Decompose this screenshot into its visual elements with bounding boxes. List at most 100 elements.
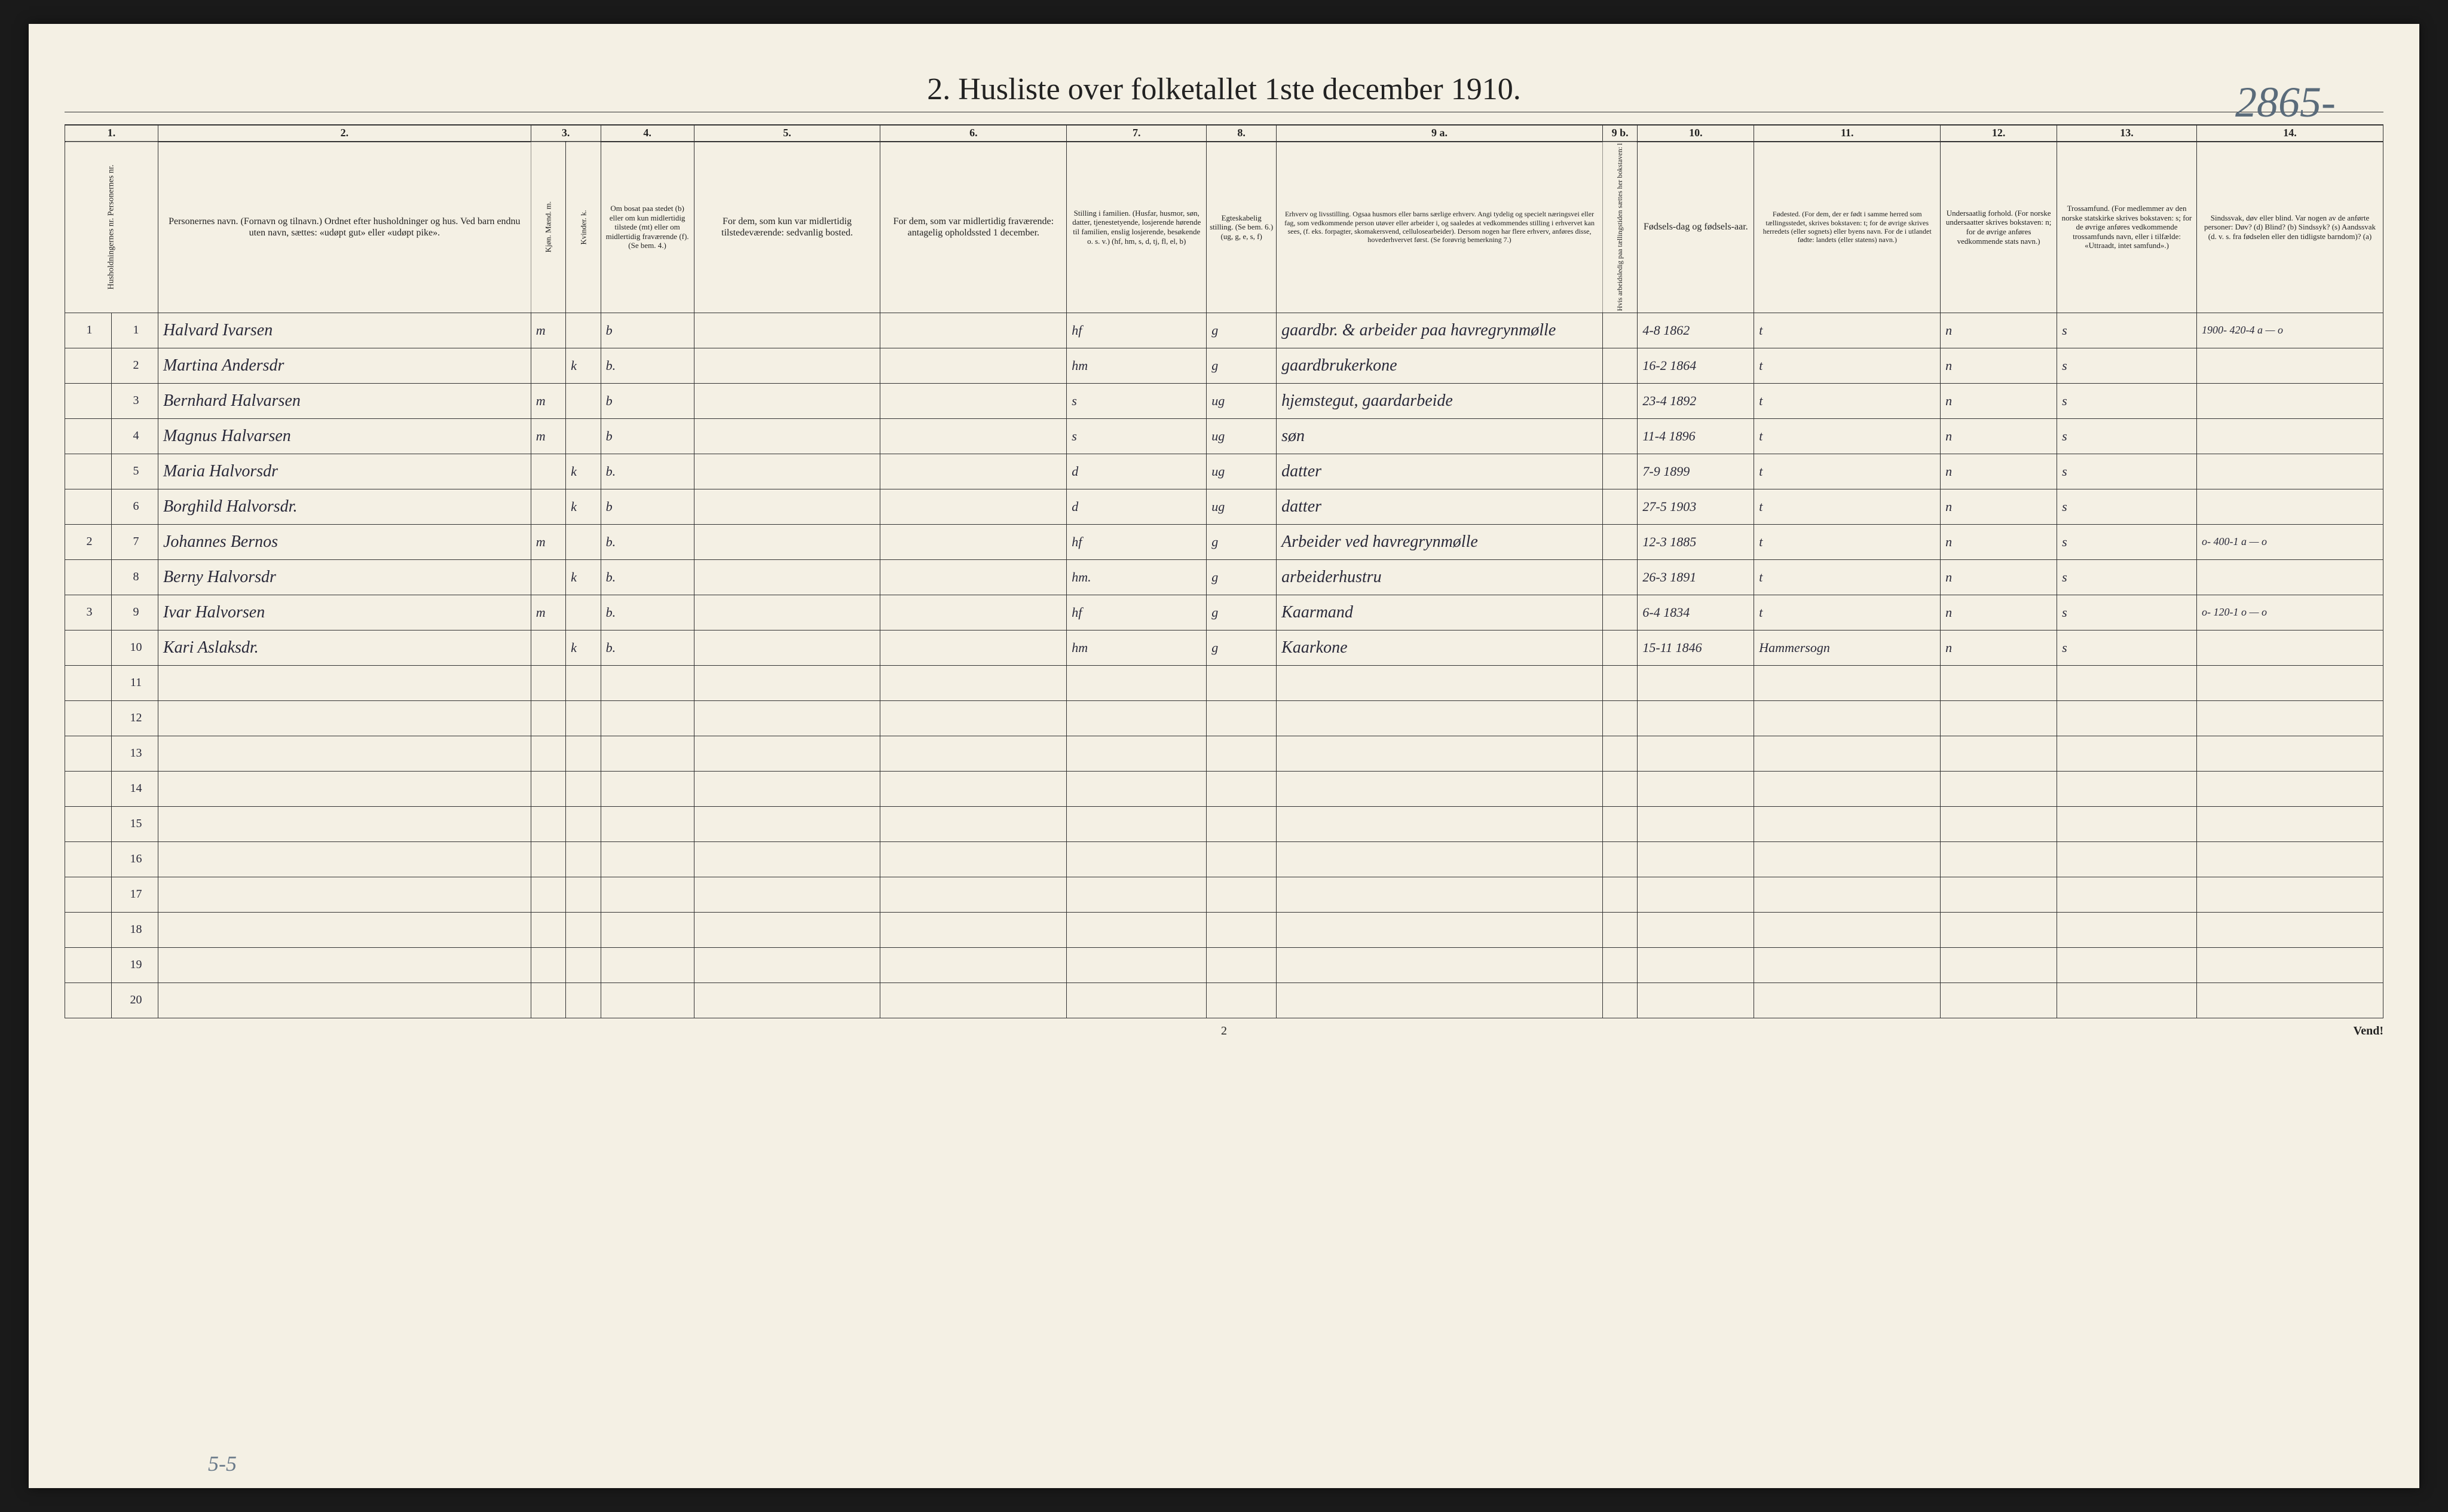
cell: gaardbrukerkone — [1277, 348, 1603, 383]
cell — [531, 806, 565, 841]
cell — [1602, 489, 1637, 524]
cell: 10 — [111, 630, 158, 665]
cell — [158, 947, 531, 983]
cell: Kaarmand — [1277, 595, 1603, 630]
cell: s — [2057, 383, 2197, 418]
cell: k — [566, 489, 601, 524]
colnum-2: 2. — [158, 125, 531, 142]
cell: ug — [1207, 489, 1277, 524]
cell: s — [2057, 595, 2197, 630]
cell-margin-note: o- 400-1 a — o — [2196, 524, 2383, 559]
cell — [65, 983, 112, 1018]
cell — [65, 489, 112, 524]
cell: t — [1754, 313, 1941, 348]
cell — [531, 559, 565, 595]
cell — [65, 630, 112, 665]
cell: b. — [601, 630, 694, 665]
table-row-empty: 16 — [65, 841, 2383, 877]
hdr-4: Om bosat paa stedet (b) eller om kun mid… — [601, 142, 694, 313]
bottom-pencil-note: 5-5 — [208, 1451, 237, 1476]
cell — [1277, 806, 1603, 841]
cell — [1277, 877, 1603, 912]
cell — [1638, 877, 1754, 912]
colnum-3: 3. — [531, 125, 601, 142]
cell: m — [531, 524, 565, 559]
cell: t — [1754, 454, 1941, 489]
cell: b. — [601, 595, 694, 630]
cell — [880, 771, 1067, 806]
cell: k — [566, 630, 601, 665]
cell: b. — [601, 454, 694, 489]
cell — [566, 665, 601, 700]
cell — [2057, 771, 2197, 806]
cell — [1277, 912, 1603, 947]
cell: 5 — [111, 454, 158, 489]
cell — [1602, 806, 1637, 841]
cell — [1602, 700, 1637, 736]
cell — [158, 771, 531, 806]
cell: b — [601, 489, 694, 524]
cell: hm. — [1067, 559, 1207, 595]
cell: s — [2057, 348, 2197, 383]
cell: b. — [601, 348, 694, 383]
cell: n — [1941, 489, 2057, 524]
hdr-8: Egteskabelig stilling. (Se bem. 6.) (ug,… — [1207, 142, 1277, 313]
cell: d — [1067, 489, 1207, 524]
cell — [531, 348, 565, 383]
cell: t — [1754, 383, 1941, 418]
table-row: 39Ivar Halvorsenmb.hfgKaarmand6-4 1834tn… — [65, 595, 2383, 630]
cell: 4-8 1862 — [1638, 313, 1754, 348]
cell: m — [531, 418, 565, 454]
cell — [880, 912, 1067, 947]
cell — [2057, 877, 2197, 912]
cell: Kari Aslaksdr. — [158, 630, 531, 665]
cell — [531, 771, 565, 806]
table-row-empty: 20 — [65, 983, 2383, 1018]
cell — [2196, 912, 2383, 947]
cell — [694, 665, 880, 700]
cell — [566, 983, 601, 1018]
cell: b — [601, 313, 694, 348]
cell — [694, 418, 880, 454]
cell: Halvard Ivarsen — [158, 313, 531, 348]
cell — [1638, 841, 1754, 877]
cell — [1602, 454, 1637, 489]
cell — [1941, 700, 2057, 736]
cell: g — [1207, 630, 1277, 665]
cell — [1638, 736, 1754, 771]
cell — [601, 841, 694, 877]
cell: b. — [601, 524, 694, 559]
table-row: 4Magnus Halvarsenmbsugsøn11-4 1896tns — [65, 418, 2383, 454]
cell — [1277, 947, 1603, 983]
cell — [2196, 771, 2383, 806]
cell: 2 — [65, 524, 112, 559]
cell — [1207, 877, 1277, 912]
cell — [65, 806, 112, 841]
cell — [1941, 841, 2057, 877]
cell: s — [2057, 489, 2197, 524]
cell — [2057, 806, 2197, 841]
cell — [601, 983, 694, 1018]
cell — [1207, 736, 1277, 771]
cell — [601, 806, 694, 841]
cell — [694, 877, 880, 912]
cell — [1754, 736, 1941, 771]
cell: b — [601, 418, 694, 454]
cell — [694, 841, 880, 877]
colnum-11: 11. — [1754, 125, 1941, 142]
cell: 1 — [65, 313, 112, 348]
cell — [1941, 983, 2057, 1018]
cell: 13 — [111, 736, 158, 771]
cell-margin-note — [2196, 559, 2383, 595]
cell: arbeiderhustru — [1277, 559, 1603, 595]
cell — [1602, 736, 1637, 771]
cell — [1067, 665, 1207, 700]
cell — [880, 736, 1067, 771]
cell: 18 — [111, 912, 158, 947]
cell — [2196, 665, 2383, 700]
cell: g — [1207, 348, 1277, 383]
cell — [1602, 877, 1637, 912]
cell: b — [601, 383, 694, 418]
cell — [1941, 912, 2057, 947]
cell — [1638, 912, 1754, 947]
